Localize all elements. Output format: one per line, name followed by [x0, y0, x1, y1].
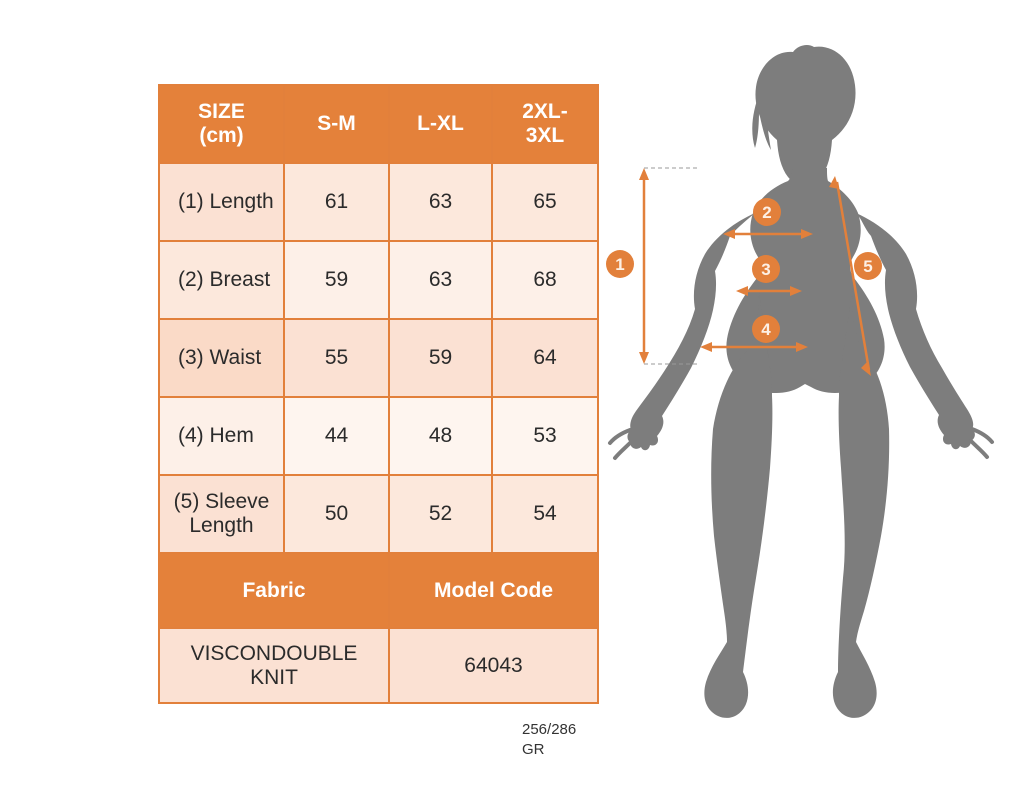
svg-text:2: 2	[762, 203, 771, 222]
svg-text:4: 4	[761, 320, 771, 339]
svg-text:3: 3	[761, 260, 770, 279]
svg-text:1: 1	[615, 255, 624, 274]
svg-text:5: 5	[863, 257, 872, 276]
